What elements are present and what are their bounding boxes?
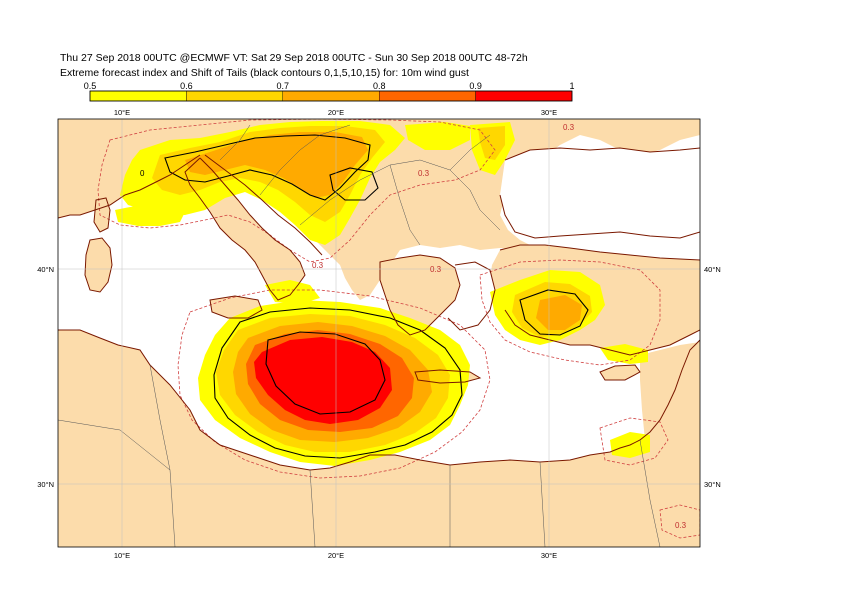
efi-turkey-orange bbox=[536, 295, 582, 330]
efi-blob-red bbox=[254, 337, 392, 424]
efi-contour-label: 0.3 bbox=[418, 169, 430, 178]
efi-north-orange bbox=[185, 132, 368, 198]
lat-label-right: 30°N bbox=[704, 480, 721, 489]
map-title-line2: Extreme forecast index and Shift of Tail… bbox=[60, 67, 469, 79]
lat-label-left: 30°N bbox=[37, 480, 54, 489]
colorbar: 0.5 0.6 0.7 0.8 0.9 1 bbox=[84, 81, 575, 102]
land-sardinia bbox=[85, 238, 112, 292]
colorbar-tick-label: 0.7 bbox=[277, 81, 290, 91]
aegean-sea bbox=[448, 262, 495, 330]
map-title-line1: Thu 27 Sep 2018 00UTC @ECMWF VT: Sat 29 … bbox=[60, 52, 528, 64]
country-borders bbox=[58, 124, 661, 547]
efi-contour-label: 0.3 bbox=[312, 261, 324, 270]
efi-contour-label: 0.3 bbox=[563, 123, 575, 132]
efi-dashed-south bbox=[177, 289, 491, 479]
lon-label-top: 30°E bbox=[541, 108, 557, 117]
sot-contour-south bbox=[213, 307, 463, 459]
lat-label-right: 40°N bbox=[704, 265, 721, 274]
lon-label-bottom: 20°E bbox=[328, 551, 344, 560]
colorbar-tick-label: 0.5 bbox=[84, 81, 97, 91]
land-cyprus bbox=[600, 365, 640, 380]
land-europe bbox=[58, 119, 700, 300]
lon-label-bottom: 10°E bbox=[114, 551, 130, 560]
map-frame bbox=[57, 118, 701, 548]
sot-contour-label: 0 bbox=[140, 169, 145, 178]
lon-label-bottom: 30°E bbox=[541, 551, 557, 560]
coastlines bbox=[58, 147, 700, 471]
efi-dashed-north bbox=[97, 119, 496, 263]
sot-contours bbox=[164, 134, 589, 459]
sot-contour-turkey bbox=[519, 289, 589, 336]
colorbar-tick-label: 0.8 bbox=[373, 81, 386, 91]
lon-label-top: 20°E bbox=[328, 108, 344, 117]
land-levant bbox=[640, 342, 700, 547]
efi-dashed-levant bbox=[599, 417, 669, 466]
efi-contour-label: 0.3 bbox=[430, 265, 442, 274]
sot-contour-south-inner bbox=[265, 331, 386, 415]
lon-label-top: 10°E bbox=[114, 108, 130, 117]
efi-bulgaria-yellow bbox=[405, 122, 470, 150]
efi-tyrr-yellow bbox=[115, 205, 185, 226]
efi-dashed-se bbox=[659, 504, 700, 539]
sot-contour-north bbox=[164, 134, 371, 201]
colorbar-tick-label: 0.9 bbox=[469, 81, 482, 91]
colorbar-tick-label: 1 bbox=[569, 81, 574, 91]
efi-contour-label: 0.3 bbox=[675, 521, 687, 530]
sot-contour-balkan bbox=[329, 167, 379, 201]
black-sea bbox=[500, 148, 700, 238]
graticule bbox=[58, 119, 700, 547]
efi-romania-gold bbox=[478, 126, 505, 160]
lat-label-left: 40°N bbox=[37, 265, 54, 274]
land-north-africa bbox=[58, 330, 700, 547]
colorbar-tick-label: 0.6 bbox=[180, 81, 193, 91]
